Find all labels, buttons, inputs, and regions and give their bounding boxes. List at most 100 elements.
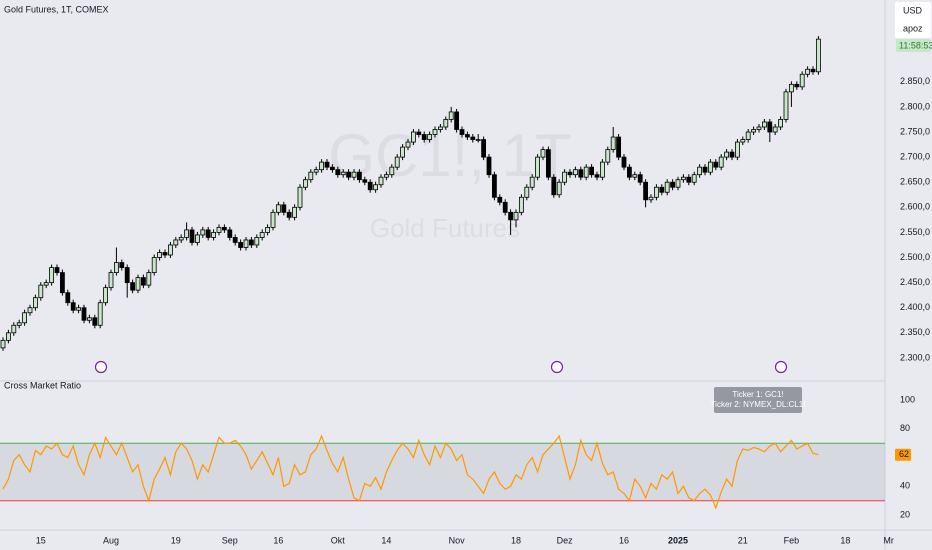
candle-body [356,171,362,181]
candle-body [486,156,492,176]
candle-body [378,176,384,186]
candle-body [286,211,292,218]
y-tick-label: 2.350,0 [900,327,930,337]
candle-body [767,121,773,133]
scale-mode-button[interactable]: apoz [903,23,923,33]
candle-body [691,174,697,183]
candle-body [816,38,821,73]
candle-body [783,91,789,120]
candle-body [405,141,411,148]
x-tick-label: 18 [511,535,521,545]
candle-body [108,272,114,289]
candle-body [319,161,325,171]
watermark-name: Gold Futures [370,213,520,243]
candle-body [610,136,616,150]
candle-body [60,272,65,294]
candle-body [200,229,206,236]
candle-body [140,277,146,286]
candle-body [464,134,470,138]
candle-body [308,171,314,181]
event-icons [94,360,788,374]
candle-body [459,129,465,135]
candle-body [189,229,195,243]
candle-body [362,179,368,183]
candle-body [297,186,303,208]
candle-body [664,181,670,193]
candle-body [632,174,638,178]
countdown-box [896,39,931,52]
candle-body [567,171,573,176]
candle-body [124,267,130,284]
candle-body [410,131,416,143]
scale-box[interactable] [895,2,931,38]
candle-body [43,282,49,286]
x-tick-label: Aug [103,535,119,545]
tooltip-line: Ticker 2: NYMEX_DL:CL1! [711,400,806,409]
candle-body [394,156,400,168]
candle-body [654,186,659,198]
candle-body [573,169,578,176]
candle-body [184,229,190,238]
candle-body [686,176,692,183]
candle-body [454,111,460,130]
candle-body [92,317,98,326]
candle-body [735,141,740,158]
x-tick-label: Feb [784,535,800,545]
candle-body [546,149,551,178]
candle-body [556,181,562,196]
y-tick-label: 2.550,0 [900,227,930,237]
candle-body [621,156,627,168]
candle-body [475,139,481,141]
candle-body [562,171,567,183]
candle-body [87,317,92,321]
candle-body [589,166,594,176]
x-tick-label: 16 [619,535,629,545]
candle-body [265,227,271,233]
candle-body [383,174,389,178]
candle-body [443,119,449,128]
candle-body [540,149,546,158]
candle-body [583,166,589,178]
candle-body [119,262,125,268]
candle-body [351,171,357,178]
candle-body [373,184,379,191]
candle-body [448,111,454,120]
candle-body [211,232,217,238]
candle-body [799,73,805,88]
y-tick-label: 20 [900,509,910,519]
candle-body [529,176,535,188]
currency-button[interactable]: USD [903,5,923,15]
candle-body [778,119,783,128]
candle-body [22,312,28,324]
candle-body [437,126,443,130]
candle-body [178,237,184,241]
candle-body [162,252,168,256]
y-tick-label: 2.500,0 [900,252,930,262]
candle-body [54,267,60,273]
candle-body [97,302,103,326]
candle-body [718,156,724,168]
ratio-line [2,434,819,510]
candle-body [221,227,227,231]
candle-body [70,302,76,311]
x-tick-label: 19 [171,535,181,545]
x-tick-label: 2025 [668,535,688,545]
candle-body [794,83,800,88]
candle-body [216,227,222,233]
candle-body [329,166,335,171]
candle-body [616,136,621,158]
candle-body [416,131,422,135]
candle-body [751,129,756,133]
y-tick-label: 2.850,0 [900,76,930,86]
y-tick-label: 2.400,0 [900,302,930,312]
candle-body [27,307,33,314]
candle-body [281,204,287,213]
last-value-label: 62 [899,449,909,459]
candle-body [648,196,654,201]
candle-body [270,211,276,228]
candle-body [524,186,530,198]
candle-body [173,239,179,246]
candle-body [578,169,584,178]
